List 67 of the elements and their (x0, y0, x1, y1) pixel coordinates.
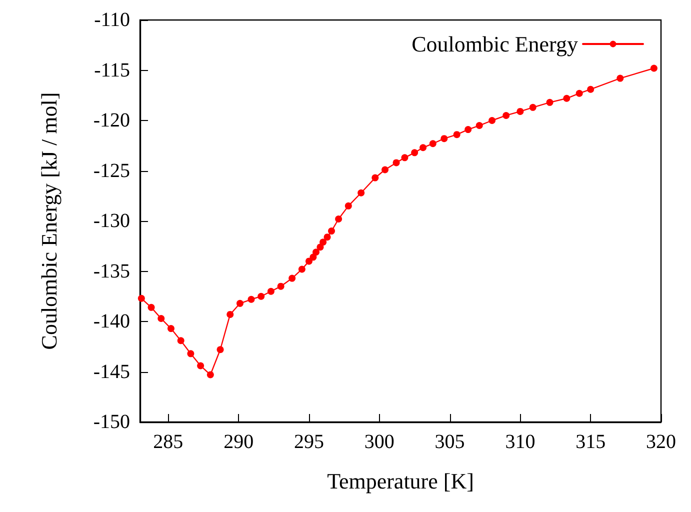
y-tick-label: -140 (93, 310, 130, 332)
point (464, 126, 472, 134)
point (453, 131, 460, 138)
point (546, 98, 554, 106)
point (372, 174, 379, 182)
point (187, 350, 194, 358)
point (650, 64, 658, 72)
point (476, 122, 483, 130)
y-axis-title: Coulombic Energy [kJ / mol] (36, 92, 62, 350)
point (392, 159, 400, 166)
point (316, 244, 324, 251)
point (563, 94, 570, 102)
point (206, 371, 214, 378)
point (587, 86, 594, 93)
x-tick-label: 315 (576, 431, 606, 453)
x-axis-title: Temperature [K] (327, 468, 474, 494)
x-tick-label: 320 (646, 431, 676, 453)
point (328, 228, 336, 235)
y-tick-label: -125 (93, 160, 130, 182)
point (335, 215, 342, 222)
x-tick-label: 310 (505, 431, 536, 453)
point (382, 166, 389, 174)
point (167, 325, 174, 332)
y-tick-label: -135 (93, 260, 130, 282)
point (344, 202, 352, 210)
x-tick-label: 290 (224, 431, 254, 453)
point (516, 108, 524, 115)
point (401, 154, 408, 162)
point (258, 292, 265, 300)
point (288, 274, 296, 282)
point (488, 117, 496, 124)
point (148, 304, 155, 311)
point (324, 234, 331, 241)
y-tick-label: -110 (94, 9, 130, 31)
x-tick-label: 305 (434, 431, 465, 453)
point (429, 140, 436, 148)
point (138, 294, 145, 302)
point (312, 248, 320, 256)
point (298, 266, 306, 273)
legend-label: Coulombic Energy (412, 32, 578, 56)
point (616, 74, 624, 82)
point (216, 346, 224, 354)
y-tick-label: -115 (94, 59, 130, 82)
point (267, 288, 274, 295)
point (320, 238, 327, 246)
point (277, 282, 284, 290)
x-tick-label: 300 (364, 431, 394, 453)
point (305, 258, 312, 265)
point (411, 149, 418, 156)
y-tick-label: -145 (93, 360, 130, 383)
point (502, 112, 510, 119)
point (358, 189, 365, 196)
point (440, 135, 448, 142)
x-tick-label: 295 (294, 431, 324, 453)
point (248, 296, 255, 303)
point (576, 90, 583, 97)
point (197, 362, 204, 370)
point (420, 144, 427, 152)
point (226, 310, 234, 318)
point (529, 104, 536, 111)
x-tick-label: 285 (153, 431, 184, 453)
y-tick-label: -120 (93, 110, 130, 132)
point (177, 337, 184, 344)
y-tick-label: -130 (93, 210, 130, 232)
point (158, 314, 165, 322)
y-tick-label: -150 (93, 411, 130, 433)
point (236, 300, 244, 307)
